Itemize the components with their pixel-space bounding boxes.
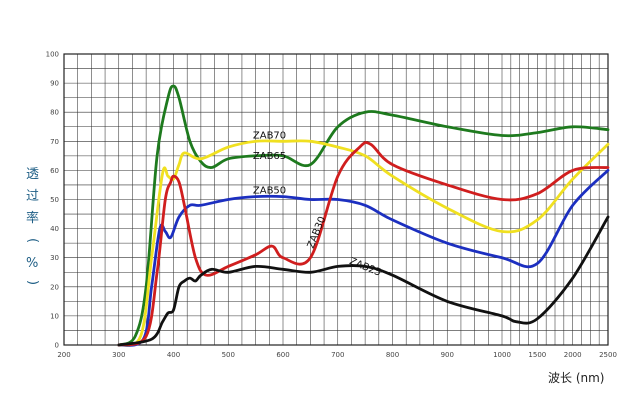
y-tick-label: 60 bbox=[50, 167, 59, 175]
x-tick-label: 600 bbox=[276, 351, 289, 359]
y-tick-label: 40 bbox=[50, 225, 59, 233]
series-label-zab70: ZAB70 bbox=[253, 130, 286, 141]
series-line-zab30 bbox=[117, 141, 610, 347]
axes: 0 10 20 30 40 50 60 70 80 90 100 200 300 400 500 600 700… bbox=[46, 51, 617, 360]
x-tick-label: 800 bbox=[386, 351, 399, 359]
x-tick-label: 1000 bbox=[493, 351, 511, 359]
series-lines bbox=[117, 84, 610, 347]
series-line-zab25 bbox=[117, 215, 610, 347]
y-tick-label: 100 bbox=[46, 51, 59, 59]
x-axis-title: 波长 (nm) bbox=[548, 371, 604, 385]
plot-frame bbox=[63, 53, 609, 346]
y-tick-label: 10 bbox=[50, 312, 59, 320]
y-tick-label: 0 bbox=[55, 342, 59, 350]
series-line-zab65 bbox=[117, 139, 610, 347]
y-tick-label: 80 bbox=[50, 109, 59, 117]
series-label-zab30: ZAB30 bbox=[306, 215, 329, 250]
series-label-zab65: ZAB65 bbox=[253, 151, 286, 162]
x-tick-label: 700 bbox=[331, 351, 344, 359]
x-tick-label: 500 bbox=[222, 351, 235, 359]
y-tick-label: 90 bbox=[50, 80, 59, 88]
y-axis-title-char: ) bbox=[25, 280, 40, 285]
y-axis-title-char: 过 bbox=[26, 189, 39, 204]
y-tick-label: 30 bbox=[50, 254, 59, 262]
y-axis-title-char: ( bbox=[25, 238, 40, 243]
x-tick-label: 300 bbox=[112, 351, 125, 359]
y-tick-label: 50 bbox=[50, 196, 59, 204]
y-axis-title-char: % bbox=[26, 256, 38, 271]
x-tick-label: 400 bbox=[167, 351, 180, 359]
x-tick-label: 1500 bbox=[528, 351, 546, 359]
y-axis-title-char: 透 bbox=[26, 167, 39, 182]
y-tick-label: 70 bbox=[50, 138, 59, 146]
x-tick-label: 200 bbox=[57, 351, 70, 359]
x-tick-label: 2500 bbox=[599, 351, 617, 359]
series-label-zab50: ZAB50 bbox=[253, 186, 286, 197]
series-line-zab70 bbox=[117, 84, 610, 347]
x-tick-label: 2000 bbox=[564, 351, 582, 359]
y-tick-label: 20 bbox=[50, 283, 59, 291]
y-axis-title-char: 率 bbox=[26, 210, 39, 226]
y-axis-title: 透 过 率 ( % ) bbox=[25, 167, 40, 285]
x-tick-label: 900 bbox=[441, 351, 454, 359]
